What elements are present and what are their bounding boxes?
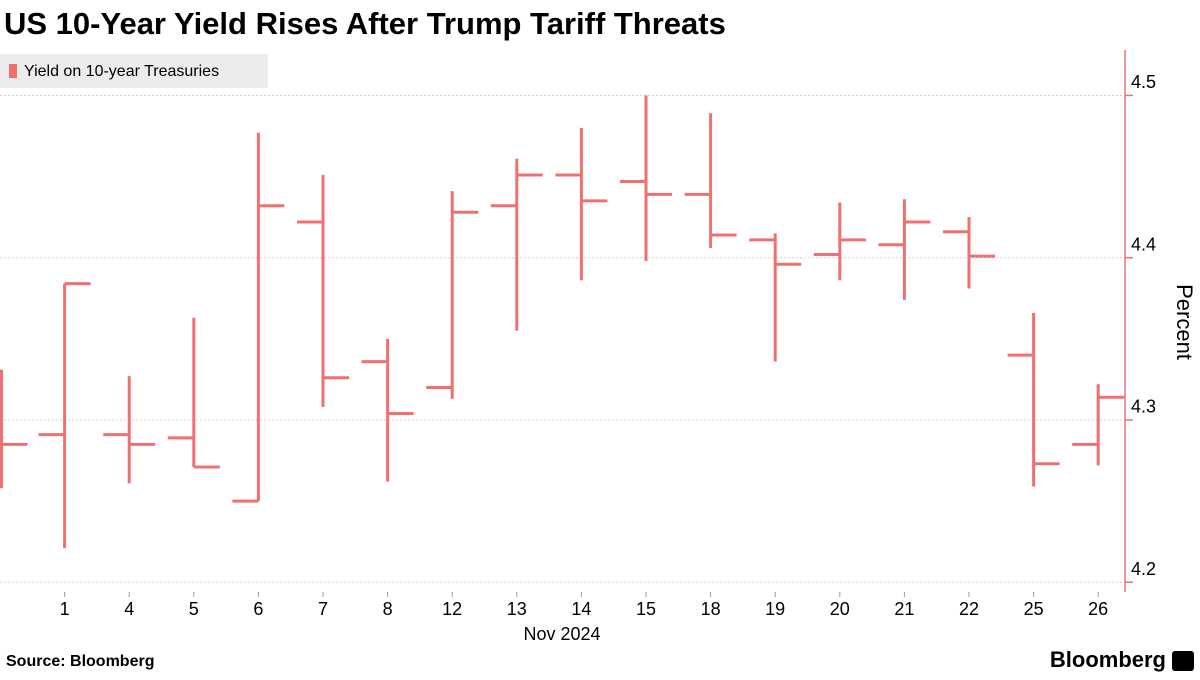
y-tick-label: 4.2 (1131, 559, 1156, 579)
x-tick-label: 12 (442, 599, 462, 619)
x-tick-label: 6 (253, 599, 263, 619)
x-tick-label: 15 (636, 599, 656, 619)
x-tick-label: 13 (507, 599, 527, 619)
x-tick-label: 7 (318, 599, 328, 619)
legend-box (0, 54, 268, 88)
x-tick-label: 18 (701, 599, 721, 619)
y-axis-label: Percent (1172, 284, 1197, 360)
x-tick-label: 8 (383, 599, 393, 619)
y-tick-label: 4.4 (1131, 234, 1156, 254)
x-tick-label: 22 (959, 599, 979, 619)
y-tick-label: 4.5 (1131, 72, 1156, 92)
chart-title: US 10-Year Yield Rises After Trump Tarif… (4, 6, 726, 41)
x-tick-label: 25 (1024, 599, 1044, 619)
x-tick-label: 4 (124, 599, 134, 619)
source: Source: Bloomberg (6, 653, 154, 670)
x-tick-label: 21 (894, 599, 914, 619)
x-tick-label: 14 (571, 599, 591, 619)
x-tick-label: 19 (765, 599, 785, 619)
legend-label: Yield on 10-year Treasuries (24, 63, 219, 80)
y-tick-label: 4.3 (1131, 397, 1156, 417)
x-tick-label: 26 (1088, 599, 1108, 619)
legend-swatch (9, 64, 17, 78)
x-tick-label: 1 (60, 599, 70, 619)
brand: Bloomberg (1050, 647, 1166, 672)
x-tick-label: 5 (189, 599, 199, 619)
x-tick-label: 20 (830, 599, 850, 619)
brand-icon (1172, 651, 1194, 671)
x-axis-label: Nov 2024 (523, 624, 600, 644)
